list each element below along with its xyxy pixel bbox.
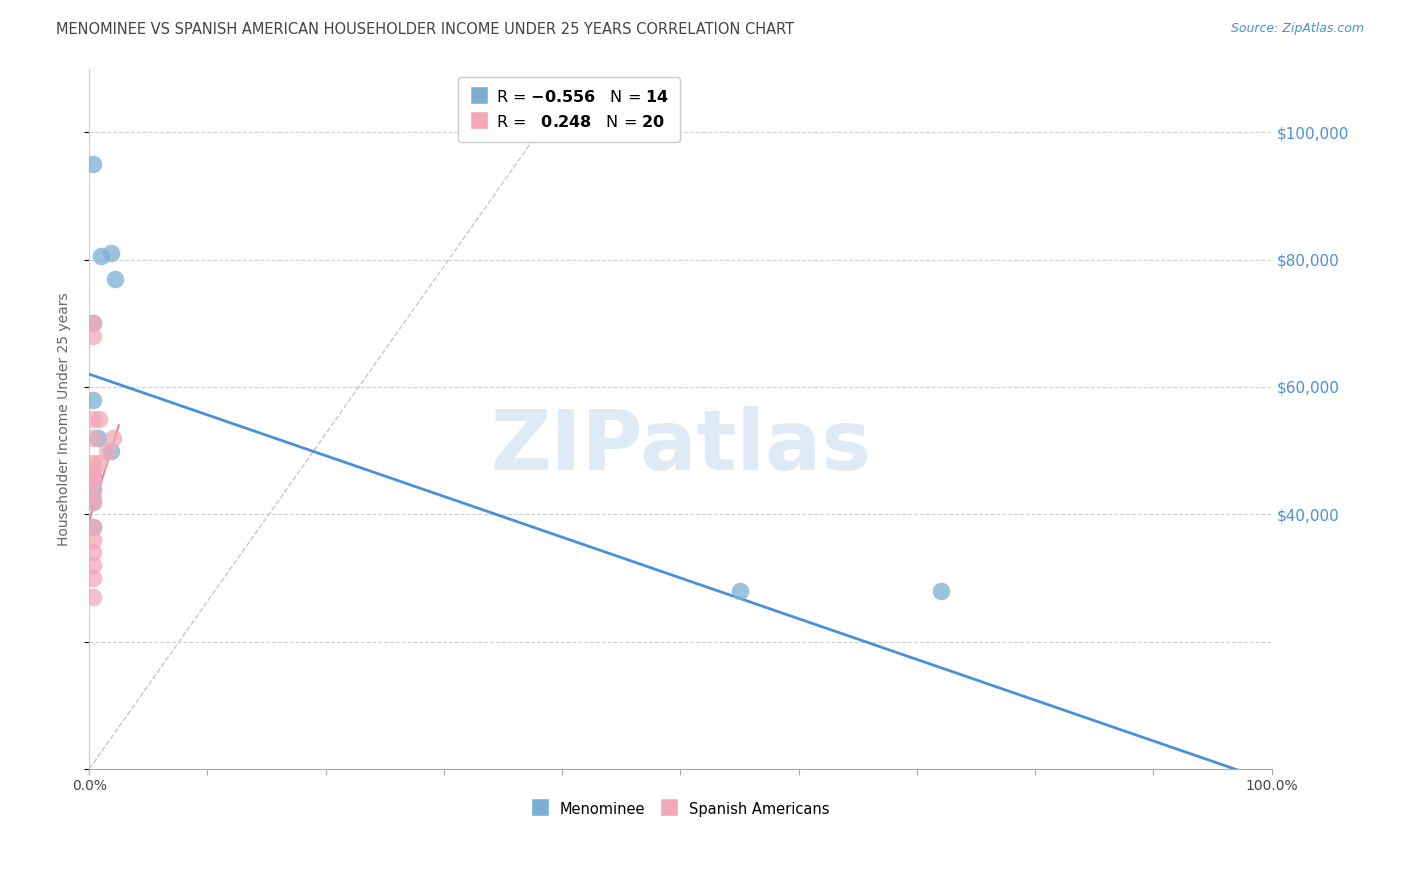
Point [82,469,104,483]
Point [96,443,118,458]
Point [101,431,124,445]
Text: MENOMINEE VS SPANISH AMERICAN HOUSEHOLDER INCOME UNDER 25 YEARS CORRELATION CHAR: MENOMINEE VS SPANISH AMERICAN HOUSEHOLDE… [56,22,794,37]
Point [82,411,104,425]
Point [100,246,122,260]
Point [82,488,104,502]
Point [82,545,104,559]
Point [728,583,751,598]
Point [82,482,104,496]
Point [104,271,127,285]
Point [82,475,104,490]
Point [82,463,104,477]
Point [82,494,104,508]
Point [90,249,112,263]
Point [929,583,952,598]
Point [82,571,104,585]
Point [82,520,104,534]
Point [82,316,104,330]
Point [86,431,108,445]
Point [87,456,110,470]
Point [82,431,104,445]
Point [82,533,104,547]
Point [82,494,104,508]
Point [82,456,104,470]
Point [100,443,122,458]
Point [82,520,104,534]
Point [87,411,110,425]
Point [82,329,104,343]
Text: ZIPatlas: ZIPatlas [489,406,870,487]
Text: Source: ZipAtlas.com: Source: ZipAtlas.com [1230,22,1364,36]
Point [82,469,104,483]
Point [82,392,104,407]
Legend: Menominee, Spanish Americans: Menominee, Spanish Americans [523,793,837,825]
Point [82,316,104,330]
Y-axis label: Householder Income Under 25 years: Householder Income Under 25 years [58,292,72,546]
Point [82,157,104,171]
Point [82,558,104,573]
Point [82,590,104,604]
